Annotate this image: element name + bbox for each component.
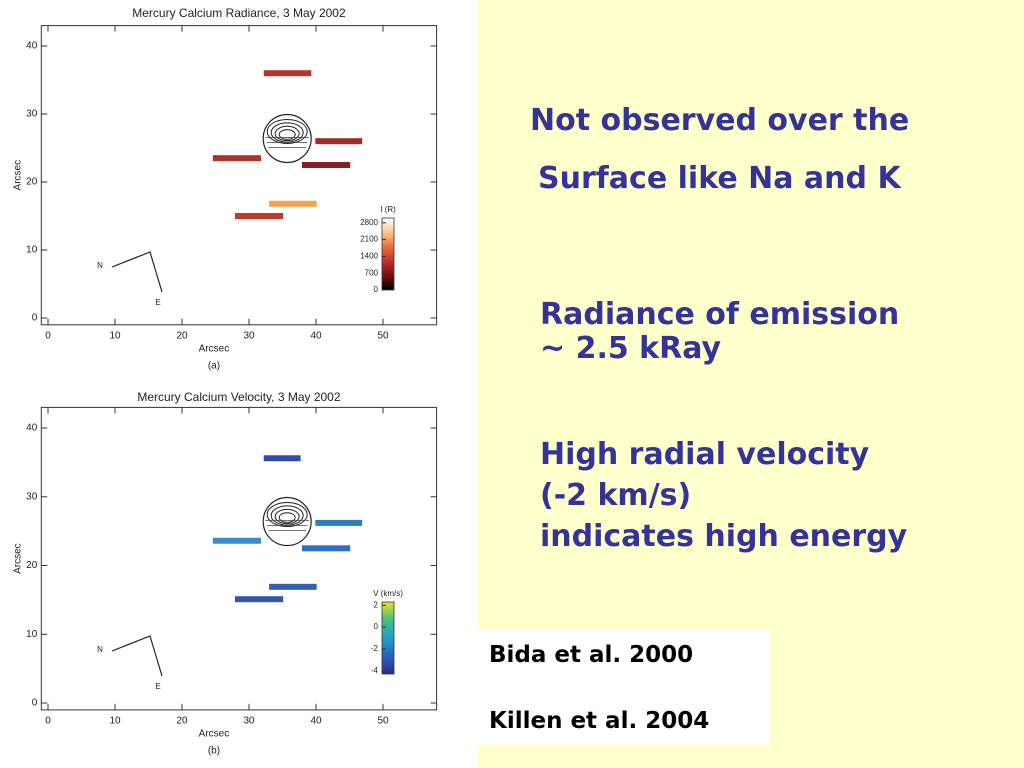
compass-label: E bbox=[155, 682, 160, 691]
segment bbox=[301, 545, 351, 552]
heading-line: Surface like Na and K bbox=[538, 161, 901, 196]
x-tick-label: 40 bbox=[310, 716, 322, 727]
plot-frame bbox=[40, 25, 438, 326]
references: Bida et al. 2000 Killen et al. 2004 bbox=[478, 630, 770, 745]
caption: (b) bbox=[208, 746, 220, 757]
colorbar-tick-label: 1400 bbox=[360, 252, 378, 261]
segment bbox=[301, 162, 351, 168]
y-axis-label: Arcsec bbox=[13, 543, 24, 574]
colorbar-tick-label: -4 bbox=[371, 666, 379, 675]
colorbar bbox=[381, 217, 395, 291]
y-tick-label: 40 bbox=[26, 41, 38, 52]
colorbar-tick-label: -2 bbox=[371, 644, 379, 653]
segment bbox=[269, 200, 317, 207]
colorbar-title: I (R) bbox=[380, 205, 396, 214]
point-line: indicates high energy bbox=[540, 519, 908, 554]
point-line: (-2 km/s) bbox=[540, 478, 692, 513]
colorbar-tick-label: 0 bbox=[374, 622, 379, 631]
x-tick-label: 30 bbox=[243, 330, 255, 341]
x-tick-label: 40 bbox=[310, 330, 322, 341]
y-tick-label: 20 bbox=[26, 560, 38, 571]
segment bbox=[263, 455, 301, 462]
colorbar-tick-label: 2800 bbox=[360, 218, 378, 227]
compass-label: E bbox=[155, 298, 160, 307]
point: High radial velocity (-2 km/s) indicates… bbox=[540, 434, 907, 557]
x-tick-label: 10 bbox=[109, 330, 121, 341]
compass bbox=[111, 635, 163, 677]
segment bbox=[263, 70, 312, 77]
figure-panel: Mercury Calcium Radiance, 3 May 2002 0 10 2… bbox=[0, 0, 478, 768]
reference: Killen et al. 2004 bbox=[489, 708, 710, 734]
y-tick-label: 10 bbox=[26, 629, 38, 640]
segment bbox=[315, 138, 363, 145]
y-tick-label: 30 bbox=[26, 109, 38, 120]
contour bbox=[278, 129, 296, 140]
x-tick-label: 20 bbox=[176, 330, 188, 341]
colorbar-tick-label: 0 bbox=[374, 285, 379, 294]
compass-label: N bbox=[97, 645, 103, 654]
x-tick-label: 0 bbox=[45, 330, 51, 341]
chart-title: Mercury Calcium Radiance, 3 May 2002 bbox=[132, 6, 346, 20]
point-line: ~ 2.5 kRay bbox=[540, 331, 722, 366]
chart-title: Mercury Calcium Velocity, 3 May 2002 bbox=[137, 390, 341, 404]
segment bbox=[234, 596, 284, 603]
segment bbox=[212, 155, 262, 162]
contour bbox=[274, 125, 300, 142]
y-tick-label: 10 bbox=[26, 245, 38, 256]
y-tick-label: 40 bbox=[26, 423, 38, 434]
compass bbox=[111, 251, 163, 293]
point-line: Radiance of emission bbox=[540, 297, 900, 332]
point-line: High radial velocity bbox=[540, 437, 870, 472]
colorbar-tick-label: 2100 bbox=[360, 235, 378, 244]
plot-frame bbox=[40, 406, 438, 711]
reference: Bida et al. 2000 bbox=[489, 642, 694, 668]
compass-label: N bbox=[97, 261, 103, 270]
segment bbox=[315, 519, 363, 526]
x-axis-label: Arcsec bbox=[199, 343, 230, 354]
colorbar bbox=[381, 601, 395, 675]
y-axis-label: Arcsec bbox=[13, 160, 24, 191]
contour bbox=[278, 512, 296, 523]
contour bbox=[274, 508, 300, 525]
point: Radiance of emission ~ 2.5 kRay bbox=[540, 298, 899, 366]
colorbar-title: V (km/s) bbox=[373, 589, 403, 598]
colorbar-tick-label: 700 bbox=[365, 268, 379, 277]
x-tick-label: 0 bbox=[45, 716, 51, 727]
x-tick-label: 10 bbox=[109, 716, 121, 727]
segment bbox=[269, 583, 317, 590]
heading: Not observed over the Surface like Na an… bbox=[530, 92, 909, 208]
contour bbox=[266, 118, 308, 144]
y-tick-label: 20 bbox=[26, 177, 38, 188]
contour bbox=[266, 502, 308, 528]
x-tick-label: 50 bbox=[377, 716, 389, 727]
x-tick-label: 20 bbox=[176, 716, 188, 727]
x-axis-label: Arcsec bbox=[199, 729, 230, 740]
heading-line: Not observed over the bbox=[530, 103, 910, 138]
y-tick-label: 0 bbox=[32, 698, 38, 709]
segment bbox=[212, 537, 262, 544]
y-tick-label: 30 bbox=[26, 491, 38, 502]
segment bbox=[234, 213, 284, 219]
caption: (a) bbox=[208, 360, 220, 371]
colorbar-tick-label: 2 bbox=[374, 600, 379, 609]
x-tick-label: 30 bbox=[243, 716, 255, 727]
y-tick-label: 0 bbox=[32, 313, 38, 324]
x-tick-label: 50 bbox=[377, 330, 389, 341]
